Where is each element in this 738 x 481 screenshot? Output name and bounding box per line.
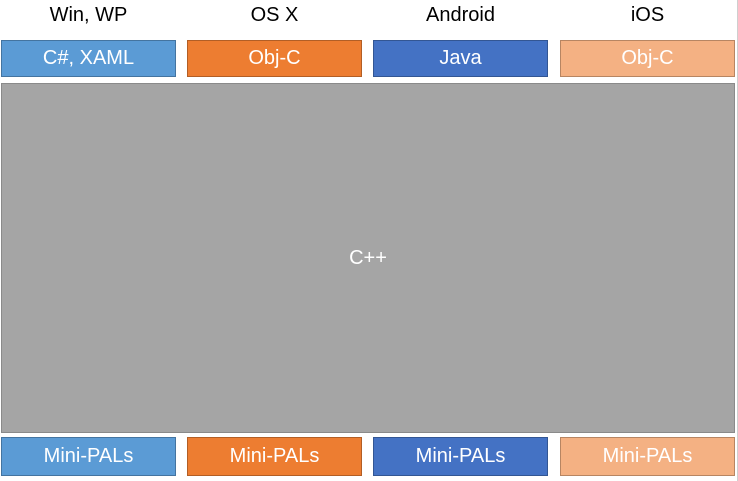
platform-label-os-x: OS X	[250, 4, 299, 26]
language-box-android: Java	[373, 40, 548, 77]
cpp-core-box: C++	[1, 83, 735, 433]
platform-label-ios: iOS	[630, 4, 665, 26]
cpp-core-label: C++	[349, 246, 387, 269]
mini-pal-box-android: Mini-PALs	[373, 437, 548, 476]
mini-pal-box-os-x: Mini-PALs	[187, 437, 362, 476]
language-box-ios: Obj-C	[560, 40, 735, 77]
language-box-win-wp: C#, XAML	[1, 40, 176, 77]
platform-label-android: Android	[426, 4, 495, 26]
mini-pal-box-win-wp: Mini-PALs	[1, 437, 176, 476]
mini-pal-box-ios: Mini-PALs	[560, 437, 735, 476]
language-box-os-x: Obj-C	[187, 40, 362, 77]
platform-label-win-wp: Win, WP	[49, 4, 128, 26]
